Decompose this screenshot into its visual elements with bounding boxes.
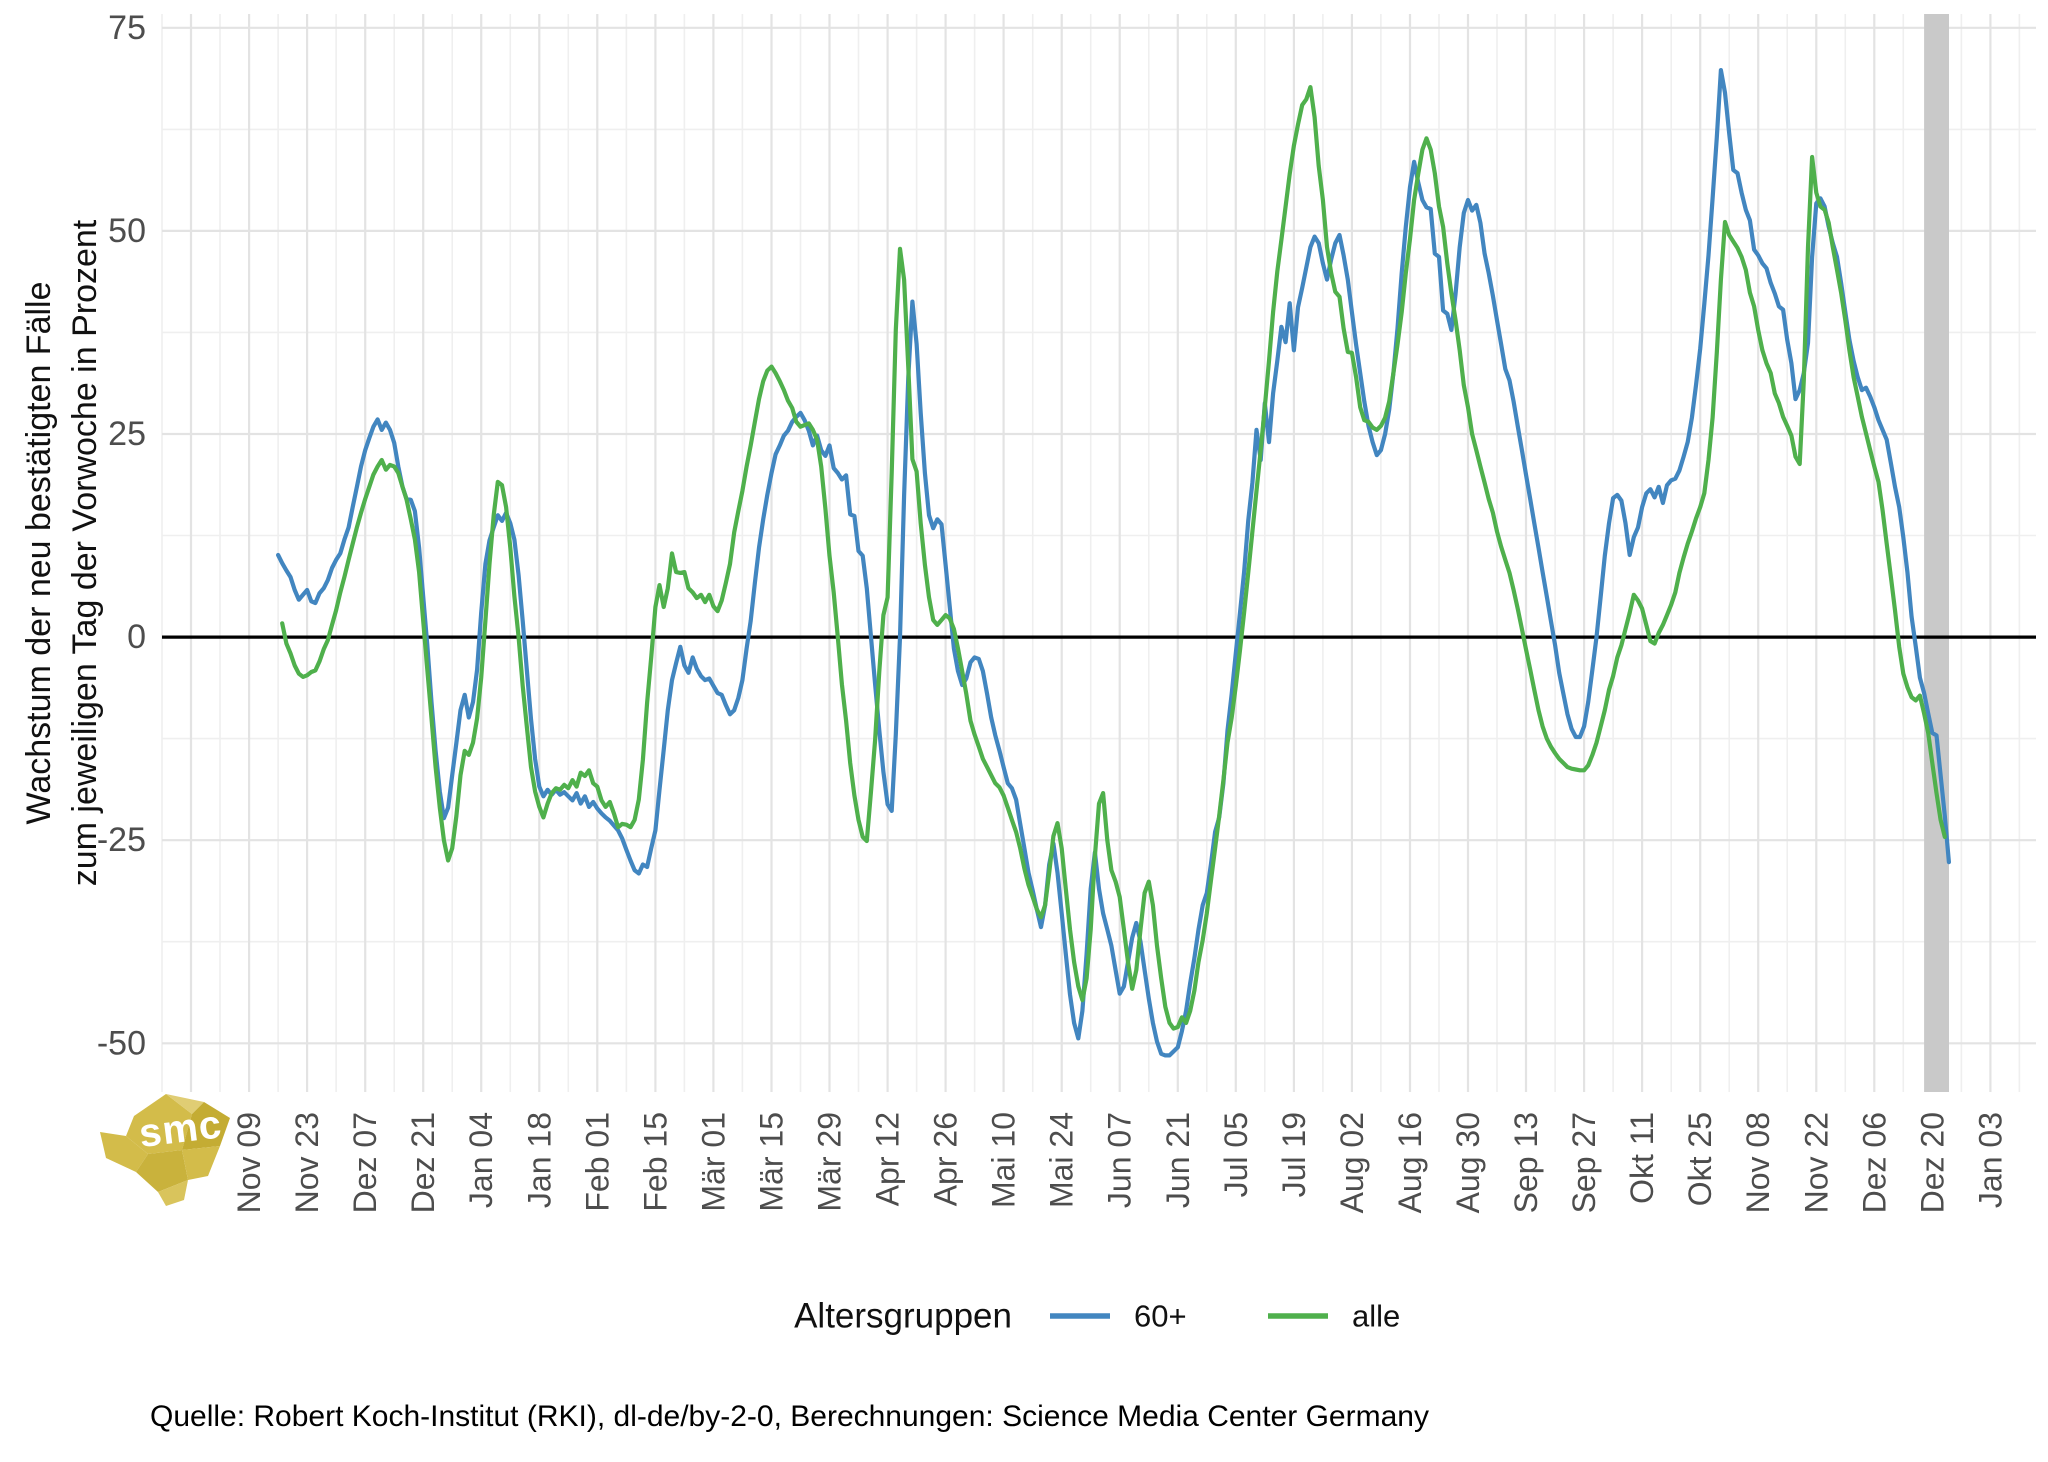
legend-60plus-label: 60+ bbox=[1134, 1299, 1187, 1334]
logo-facet bbox=[166, 1094, 204, 1114]
svg-text:Sep 13: Sep 13 bbox=[1508, 1112, 1544, 1213]
svg-text:Jun 07: Jun 07 bbox=[1102, 1112, 1138, 1208]
legend-title: Altersgruppen bbox=[794, 1297, 1012, 1336]
logo-facet bbox=[158, 1180, 188, 1206]
svg-text:Mär 29: Mär 29 bbox=[812, 1112, 848, 1212]
svg-text:Okt 11: Okt 11 bbox=[1624, 1112, 1660, 1204]
svg-text:Dez 20: Dez 20 bbox=[1914, 1112, 1950, 1213]
svg-text:Apr 12: Apr 12 bbox=[870, 1112, 906, 1206]
svg-text:Nov 08: Nov 08 bbox=[1740, 1112, 1776, 1213]
series-60plus-line bbox=[276, 68, 1951, 1058]
y-axis-title-line2: zum jeweiligen Tag der Vorwoche in Proze… bbox=[66, 219, 104, 886]
svg-text:Mär 15: Mär 15 bbox=[754, 1112, 790, 1212]
svg-text:Mai 10: Mai 10 bbox=[986, 1112, 1022, 1208]
svg-text:Jan 03: Jan 03 bbox=[1972, 1112, 2008, 1208]
svg-text:Dez 21: Dez 21 bbox=[405, 1112, 441, 1213]
svg-text:Mai 24: Mai 24 bbox=[1044, 1112, 1080, 1208]
svg-text:Jan 18: Jan 18 bbox=[521, 1112, 557, 1208]
minor-gridlines bbox=[161, 14, 2036, 1092]
logo-facet bbox=[182, 1146, 220, 1180]
svg-text:Nov 22: Nov 22 bbox=[1798, 1112, 1834, 1213]
svg-text:50: 50 bbox=[108, 212, 146, 250]
svg-text:Feb 15: Feb 15 bbox=[637, 1112, 673, 1212]
svg-text:Apr 26: Apr 26 bbox=[928, 1112, 964, 1206]
svg-text:Aug 02: Aug 02 bbox=[1334, 1112, 1370, 1213]
svg-text:Jul 05: Jul 05 bbox=[1218, 1112, 1254, 1197]
series-alle-line bbox=[280, 85, 1947, 1031]
svg-text:Dez 07: Dez 07 bbox=[347, 1112, 383, 1213]
recent-data-band bbox=[1924, 14, 1949, 1092]
logo-facet bbox=[100, 1132, 148, 1172]
x-axis-tick-labels: Nov 09 Nov 23 Dez 07 Dez 21 Jan 04 Jan 18 Feb … bbox=[231, 1112, 2008, 1213]
svg-text:-50: -50 bbox=[97, 1024, 146, 1062]
svg-text:-25: -25 bbox=[97, 821, 146, 859]
svg-text:Jan 04: Jan 04 bbox=[463, 1112, 499, 1208]
legend: Altersgruppen 60+ alle bbox=[794, 1297, 1400, 1336]
logo-text: smc bbox=[137, 1102, 225, 1156]
svg-text:0: 0 bbox=[127, 618, 146, 656]
svg-text:75: 75 bbox=[108, 9, 146, 47]
svg-text:Feb 01: Feb 01 bbox=[579, 1112, 615, 1212]
svg-text:Nov 23: Nov 23 bbox=[289, 1112, 325, 1213]
svg-text:Okt 25: Okt 25 bbox=[1682, 1112, 1718, 1206]
logo-facet bbox=[126, 1094, 192, 1154]
source-caption: Quelle: Robert Koch-Institut (RKI), dl-d… bbox=[150, 1400, 1429, 1433]
svg-text:Aug 30: Aug 30 bbox=[1450, 1112, 1486, 1213]
svg-text:Dez 06: Dez 06 bbox=[1856, 1112, 1892, 1213]
y-axis-title: Wachstum der neu bestätigten Fälle zum j… bbox=[20, 219, 104, 886]
smc-logo: smc bbox=[100, 1094, 230, 1206]
y-axis-tick-labels: 75 50 25 0 -25 -50 bbox=[97, 9, 146, 1063]
logo-facet bbox=[182, 1102, 230, 1150]
svg-text:Sep 27: Sep 27 bbox=[1566, 1112, 1602, 1213]
logo-facet bbox=[136, 1150, 188, 1192]
y-axis-title-line1: Wachstum der neu bestätigten Fälle bbox=[20, 281, 58, 824]
svg-text:Nov 09: Nov 09 bbox=[231, 1112, 267, 1213]
svg-text:25: 25 bbox=[108, 415, 146, 453]
svg-text:Jul 19: Jul 19 bbox=[1276, 1112, 1312, 1197]
svg-text:Aug 16: Aug 16 bbox=[1392, 1112, 1428, 1213]
svg-text:Mär 01: Mär 01 bbox=[695, 1112, 731, 1212]
legend-alle-label: alle bbox=[1352, 1299, 1400, 1334]
svg-text:Jun 21: Jun 21 bbox=[1160, 1112, 1196, 1208]
major-gridlines bbox=[162, 14, 2036, 1092]
